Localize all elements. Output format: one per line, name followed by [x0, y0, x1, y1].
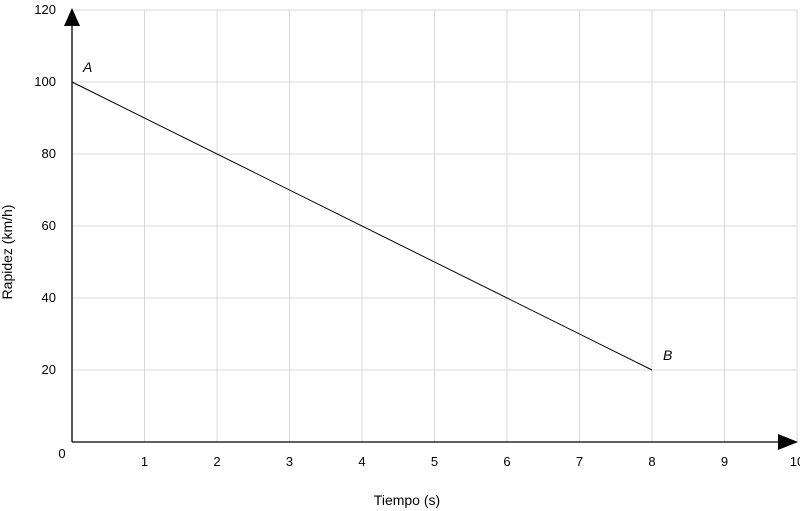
tick-labels: 0 1 2 3 4 5 6 7 8 9 10 20 40 60 80 100 120 [34, 2, 800, 469]
grid [72, 9, 798, 442]
x-tick-label: 8 [648, 454, 655, 469]
series-layer [71, 81, 653, 371]
x-tick-label: 5 [431, 454, 438, 469]
x-tick-label: 6 [503, 454, 510, 469]
axes [64, 8, 798, 450]
y-tick-label: 100 [34, 74, 56, 89]
x-tick-label: 7 [576, 454, 583, 469]
x-tick-label: 1 [141, 454, 148, 469]
x-axis-label: Tiempo (s) [374, 492, 440, 508]
x-tick-label: 2 [213, 454, 220, 469]
y-tick-label: 80 [42, 146, 56, 161]
x-tick-label: 10 [790, 454, 800, 469]
y-axis-label: Rapidez (km/h) [0, 205, 15, 300]
x-tick-label: 4 [358, 454, 365, 469]
x-tick-label: 3 [286, 454, 293, 469]
x-tick-label: 9 [721, 454, 728, 469]
y-tick-label: 20 [42, 362, 56, 377]
point-label-a: A [82, 59, 92, 75]
x-axis-arrow [778, 434, 798, 450]
series-line [71, 81, 653, 371]
x-tick-label: 0 [58, 446, 65, 461]
annotations: AB [82, 59, 672, 363]
y-tick-label: 60 [42, 218, 56, 233]
y-tick-label: 40 [42, 290, 56, 305]
y-axis-arrow [64, 8, 80, 26]
point-label-b: B [663, 347, 672, 363]
y-tick-label: 120 [34, 2, 56, 17]
